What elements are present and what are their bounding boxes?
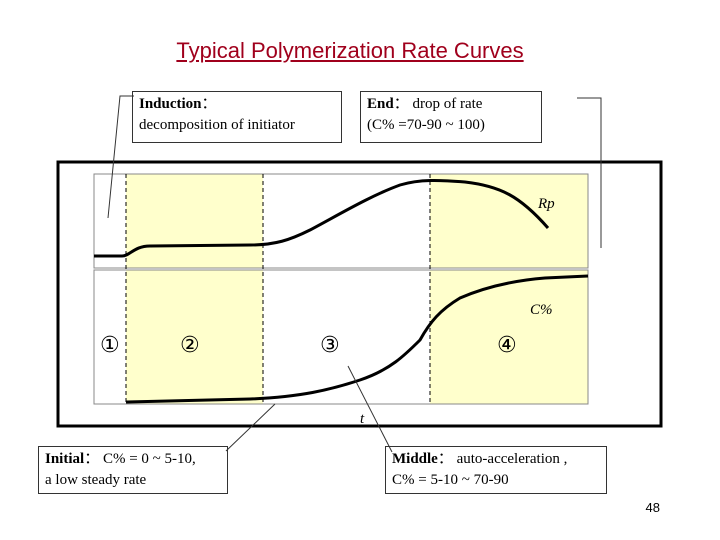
callout-end-line2: (C% =70-90 ~ 100)	[367, 117, 485, 133]
callout-initial: Initial： C% = 0 ~ 5-10, a low steady rat…	[38, 446, 228, 494]
callout-initial-text: C% = 0 ~ 5-10,	[99, 451, 196, 467]
leader-end	[577, 97, 602, 248]
leader-induction	[107, 95, 134, 219]
label-time-axis: t	[360, 411, 365, 427]
stage-marker-1: ①	[100, 333, 120, 358]
leader-initial	[225, 403, 276, 452]
conversion-curve	[125, 274, 589, 404]
callout-end-line1: End： drop of rate	[367, 94, 535, 115]
callout-middle-line2: C% = 5-10 ~ 70-90	[392, 472, 509, 488]
label-rp: Rp	[537, 196, 555, 212]
shade-stage4-bottom	[430, 270, 588, 404]
diagram-frame	[56, 160, 663, 428]
callout-middle: Middle： auto-acceleration , C% = 5-10 ~ …	[385, 446, 607, 494]
conversion-panel	[93, 269, 589, 405]
stage-marker-2: ②	[180, 333, 200, 358]
callout-induction: Induction： decomposition of initiator	[132, 91, 342, 143]
callout-end: End： drop of rate (C% =70-90 ~ 100)	[360, 91, 542, 143]
stage-marker-4: ④	[497, 333, 517, 358]
callout-middle-keyword: Middle	[392, 451, 438, 467]
page-number: 48	[645, 500, 660, 515]
callout-end-sep: ：	[393, 96, 409, 112]
label-conversion: C%	[530, 302, 553, 318]
shade-stage2-bottom	[126, 270, 263, 404]
shade-stage4-top	[430, 174, 588, 268]
callout-initial-sep: ：	[84, 451, 100, 467]
slide-title: Typical Polymerization Rate Curves	[176, 38, 524, 63]
stage-marker-3: ③	[320, 333, 340, 358]
callout-middle-text: auto-acceleration ,	[452, 451, 568, 467]
rate-curve-rp	[94, 178, 550, 258]
callout-initial-line2: a low steady rate	[45, 472, 147, 488]
callout-middle-line1: Middle： auto-acceleration ,	[392, 449, 600, 470]
callout-end-text: drop of rate	[408, 96, 483, 112]
callout-induction-sep: ：	[201, 96, 217, 112]
callout-end-keyword: End	[367, 96, 394, 112]
rate-panel	[93, 173, 589, 269]
callout-induction-line2: decomposition of initiator	[139, 117, 295, 133]
callout-induction-line1: Induction：	[139, 94, 335, 115]
callout-middle-sep: ：	[437, 451, 453, 467]
callout-induction-keyword: Induction	[139, 96, 202, 112]
callout-initial-keyword: Initial	[45, 451, 85, 467]
leader-middle	[347, 365, 393, 453]
callout-initial-line1: Initial： C% = 0 ~ 5-10,	[45, 449, 221, 470]
shade-stage2-top	[126, 174, 263, 268]
